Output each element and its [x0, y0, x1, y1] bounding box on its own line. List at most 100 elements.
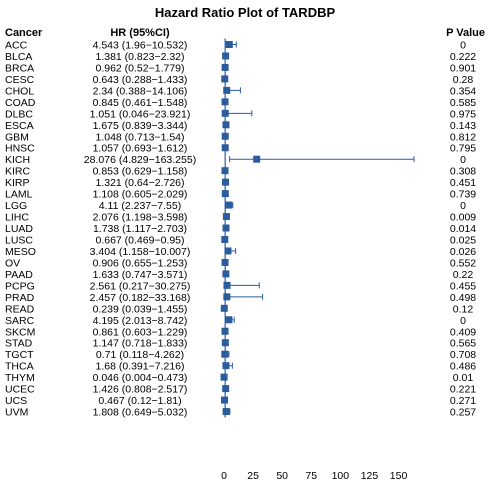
p-value-label: 0.486 — [450, 361, 476, 373]
cancer-label: GBM — [5, 131, 29, 143]
table-row: UCEC 1.426 (0.808−2.517) 0.221 — [5, 384, 476, 396]
column-header-cancer: Cancer — [5, 27, 43, 39]
p-value-label: 0.257 — [450, 407, 476, 419]
p-value-label: 0.221 — [450, 384, 476, 396]
hr-point — [225, 201, 233, 209]
cancer-label: LIHC — [5, 212, 29, 224]
hr-ci-label: 4.11 (2.237−7.55) — [99, 200, 181, 212]
plot-marks — [220, 38, 415, 418]
cancer-label: PRAD — [5, 292, 35, 304]
table-row: TGCT 0.71 (0.118−4.262) 0.708 — [5, 349, 476, 361]
hr-point — [222, 213, 230, 221]
hr-ci-label: 0.667 (0.469−0.95) — [95, 234, 184, 246]
hr-ci-label: 0.906 (0.655−1.253) — [93, 257, 188, 269]
hr-point — [221, 396, 229, 404]
p-value-label: 0.708 — [450, 349, 476, 361]
table-row: STAD 1.147 (0.718−1.833) 0.565 — [5, 338, 476, 350]
x-tick-label: 125 — [361, 470, 379, 482]
table-row: LGG 4.11 (2.237−7.55) 0 — [5, 200, 466, 212]
hr-ci-label: 1.426 (0.808−2.517) — [93, 384, 188, 396]
hr-ci-label: 1.68 (0.391−7.216) — [95, 361, 184, 373]
table-row: LAML 1.108 (0.605−2.029) 0.739 — [5, 189, 476, 201]
hr-ci-label: 28.076 (4.829−163.255) — [84, 154, 196, 166]
hr-ci-label: 1.108 (0.605−2.029) — [93, 189, 188, 201]
cancer-label: PAAD — [5, 269, 33, 281]
x-tick-label: 75 — [305, 470, 317, 482]
hr-point — [223, 293, 231, 301]
cancer-label: LUSC — [5, 234, 33, 246]
hr-point — [220, 373, 228, 381]
x-tick-label: 50 — [276, 470, 288, 482]
hr-ci-label: 0.853 (0.629−1.158) — [93, 166, 188, 178]
table-row: PCPG 2.561 (0.217−30.275) 0.455 — [5, 280, 476, 292]
table-row: DLBC 1.051 (0.046−23.921) 0.975 — [5, 108, 476, 120]
p-value-label: 0.795 — [450, 143, 476, 155]
cancer-label: COAD — [5, 97, 36, 109]
table-row: THCA 1.68 (0.391−7.216) 0.486 — [5, 361, 476, 373]
chart-title: Hazard Ratio Plot of TARDBP — [155, 5, 336, 20]
p-value-label: 0.28 — [453, 74, 474, 86]
cancer-label: SKCM — [5, 326, 35, 338]
cancer-label: UCS — [5, 395, 27, 407]
cancer-label: LAML — [5, 189, 33, 201]
hr-ci-label: 1.738 (1.117−2.703) — [93, 223, 187, 235]
x-tick-label: 0 — [221, 470, 227, 482]
hr-ci-label: 0.845 (0.461−1.548) — [93, 97, 188, 109]
hr-ci-label: 0.467 (0.12−1.81) — [98, 395, 181, 407]
table-row: HNSC 1.057 (0.693−1.612) 0.795 — [5, 143, 476, 155]
hr-ci-label: 4.543 (1.96−10.532) — [93, 40, 188, 52]
p-value-label: 0.12 — [453, 303, 474, 315]
column-header-p-value: P Value — [446, 27, 485, 39]
hr-ci-label: 1.808 (0.649−5.032) — [93, 407, 188, 419]
p-value-label: 0.026 — [450, 246, 476, 258]
hr-point — [222, 408, 230, 416]
cancer-label: KIRC — [5, 166, 31, 178]
hr-point — [220, 304, 228, 312]
table-row: ACC 4.543 (1.96−10.532) 0 — [5, 40, 466, 52]
cancer-label: CESC — [5, 74, 35, 86]
hr-ci-label: 4.195 (2.013−8.742) — [93, 315, 188, 327]
cancer-label: KICH — [5, 154, 30, 166]
hr-point — [224, 247, 232, 255]
cancer-label: LUAD — [5, 223, 33, 235]
hr-ci-label: 1.051 (0.046−23.921) — [90, 108, 191, 120]
table-row: CESC 0.643 (0.288−1.433) 0.28 — [5, 74, 473, 86]
hr-point — [225, 316, 233, 324]
p-value-label: 0.308 — [450, 166, 476, 178]
cancer-label: CHOL — [5, 85, 34, 97]
p-value-label: 0.271 — [450, 395, 476, 407]
p-value-label: 0 — [460, 154, 466, 166]
table-row: READ 0.239 (0.039−1.455) 0.12 — [5, 303, 473, 315]
hr-ci-label: 3.404 (1.158−10.007) — [90, 246, 191, 258]
hr-point — [223, 281, 231, 289]
cancer-label: ESCA — [5, 120, 34, 132]
p-value-label: 0.143 — [450, 120, 476, 132]
p-value-label: 0.975 — [450, 108, 476, 120]
p-value-label: 0.354 — [450, 85, 476, 97]
p-value-label: 0.014 — [450, 223, 476, 235]
hr-point — [222, 224, 230, 232]
hr-point — [253, 155, 261, 163]
cancer-label: BRCA — [5, 62, 34, 74]
cancer-label: UCEC — [5, 384, 35, 396]
table-row: PRAD 2.457 (0.182−33.168) 0.498 — [5, 292, 476, 304]
table-row: SARC 4.195 (2.013−8.742) 0 — [5, 315, 466, 327]
table-row: COAD 0.845 (0.461−1.548) 0.585 — [5, 97, 476, 109]
hr-ci-label: 2.34 (0.388−14.106) — [93, 85, 188, 97]
table-row: KIRP 1.321 (0.64−2.726) 0.451 — [5, 177, 476, 189]
x-tick-label: 100 — [332, 470, 350, 482]
hr-ci-label: 1.381 (0.823−2.32) — [95, 51, 184, 63]
p-value-label: 0.22 — [453, 269, 474, 281]
cancer-label: KIRP — [5, 177, 30, 189]
p-value-label: 0.585 — [450, 97, 476, 109]
hr-ci-label: 2.457 (0.182−33.168) — [90, 292, 191, 304]
hr-ci-label: 0.239 (0.039−1.455) — [93, 303, 188, 315]
cancer-label: READ — [5, 303, 35, 315]
cancer-label: PCPG — [5, 280, 35, 292]
table-row: LUAD 1.738 (1.117−2.703) 0.014 — [5, 223, 476, 235]
cancer-label: THYM — [5, 372, 35, 384]
hr-point — [222, 362, 230, 370]
x-axis: 0 25 50 75 100 125 150 — [221, 470, 407, 482]
p-value-label: 0.498 — [450, 292, 476, 304]
